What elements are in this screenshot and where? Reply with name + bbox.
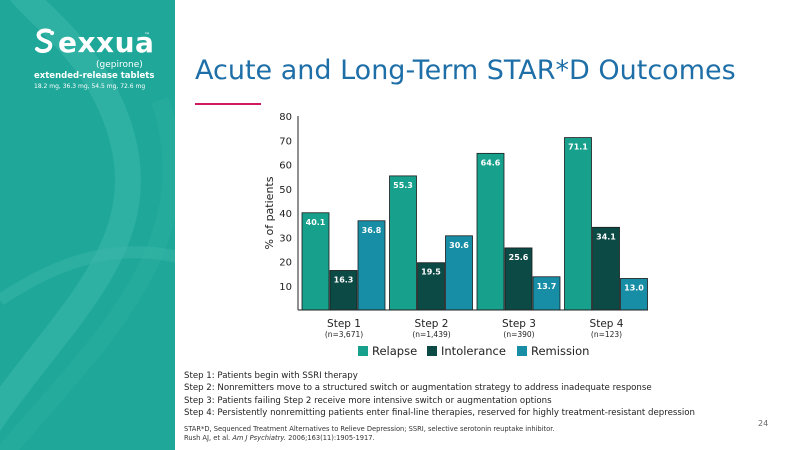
y-tick-label: 30: [279, 233, 292, 244]
bar-value-label: 64.6: [481, 158, 501, 167]
step-note: Step 1: Patients begin with SSRI therapy: [184, 371, 358, 381]
y-tick-label: 80: [279, 112, 292, 123]
page-number: 24: [758, 419, 769, 428]
bar-relapse: [301, 212, 330, 311]
title-accent-rule: [195, 103, 261, 105]
bar-relapse: [564, 137, 592, 311]
trademark: ™: [144, 32, 150, 39]
x-category-label: Step 4: [590, 318, 624, 330]
bar-data-labels: 40.1 16.3 36.8 55.3 19.5 30.6 64.6 25.6 13.7 71.1…: [306, 143, 645, 293]
bar-value-label: 71.1: [568, 143, 588, 152]
bar-value-label: 19.5: [421, 268, 441, 277]
citation-journal: Am J Psychiatry.: [232, 434, 286, 442]
y-tick-label: 50: [279, 185, 292, 196]
bar-value-label: 25.6: [509, 253, 529, 262]
brand-sidebar: exxua ™ (gepirone) extended-release tabl…: [0, 0, 175, 450]
citation: Rush AJ, et al. Am J Psychiatry. 2006;16…: [184, 434, 555, 443]
legend-label-remission: Remission: [531, 344, 590, 358]
y-axis-ticks: 10 20 30 40 50 60 70 80: [279, 112, 292, 293]
bar-remission: [357, 220, 386, 311]
y-tick-label: 60: [279, 161, 292, 172]
bar-marks: [301, 137, 648, 311]
legend-label-relapse: Relapse: [372, 344, 418, 358]
brand-formulation: extended-release tablets: [34, 71, 155, 81]
footnote: STAR*D, Sequenced Treatment Alternatives…: [184, 425, 555, 443]
bar-remission: [532, 276, 561, 311]
bar-intolerance: [329, 270, 358, 311]
legend-swatch-relapse: [358, 346, 368, 356]
bar-remission: [620, 278, 648, 311]
step-descriptions: Step 1: Patients begin with SSRI therapy…: [184, 370, 695, 419]
abbreviations-note: STAR*D, Sequenced Treatment Alternatives…: [184, 425, 555, 433]
x-category-sublabel: (n=390): [503, 330, 534, 339]
brand-doses: 18.2 mg, 36.3 mg, 54.5 mg, 72.6 mg: [34, 83, 146, 90]
slide-title: Acute and Long-Term STAR*D Outcomes: [195, 55, 736, 86]
bar-relapse: [389, 175, 417, 311]
x-category-sublabel: (n=1,439): [412, 330, 450, 339]
x-category-label: Step 2: [415, 318, 449, 330]
x-category-sublabel: (n=3,671): [325, 330, 363, 339]
y-axis-label: % of patients: [263, 176, 276, 249]
y-tick-label: 10: [279, 282, 292, 293]
decorative-swirl: [0, 0, 175, 450]
bar-value-label: 36.8: [362, 226, 382, 235]
legend-swatch-intolerance: [427, 346, 437, 356]
x-category-sublabel: (n=123): [591, 330, 622, 339]
step-note: Step 2: Nonremitters move to a structure…: [184, 383, 652, 394]
citation-authors: Rush AJ, et al.: [184, 434, 231, 442]
bar-value-label: 40.1: [306, 218, 326, 227]
bar-value-label: 55.3: [393, 181, 413, 190]
bar-intolerance: [504, 247, 533, 311]
bar-value-label: 13.0: [624, 283, 644, 292]
bar-value-label: 16.3: [334, 275, 354, 284]
bar-intolerance: [592, 226, 620, 311]
step-note: Step 3: Patients failing Step 2 receive …: [184, 395, 552, 406]
bar-value-label: 34.1: [596, 232, 616, 241]
y-tick-label: 20: [279, 258, 292, 269]
bar-value-label: 13.7: [537, 282, 557, 291]
y-tick-label: 40: [279, 209, 292, 220]
y-tick-label: 70: [279, 136, 292, 147]
bar-relapse: [476, 152, 505, 311]
legend-swatch-remission: [517, 346, 527, 356]
x-category-label: Step 3: [502, 318, 536, 330]
bar-value-label: 30.6: [449, 241, 469, 250]
brand-name: exxua: [58, 26, 155, 59]
legend-label-intolerance: Intolerance: [441, 344, 506, 358]
step-note: Step 4: Persistently nonremitting patien…: [184, 407, 695, 418]
bar-intolerance: [417, 262, 445, 311]
brand-mark-icon: [35, 28, 55, 54]
x-axis-category-labels: Step 1(n=3,671) Step 2(n=1,439) Step 3(n=3…: [325, 318, 624, 339]
brand-generic-name: (gepirone): [96, 60, 143, 70]
citation-details: 2006;163(11):1905-1917.: [288, 434, 375, 442]
x-category-label: Step 1: [327, 318, 361, 330]
